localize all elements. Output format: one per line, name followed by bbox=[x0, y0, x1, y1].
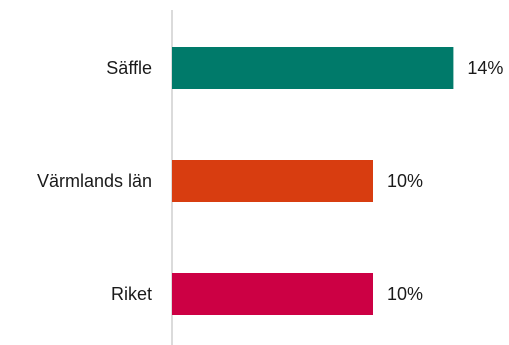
bar-varmlands-lan bbox=[172, 160, 373, 202]
bar-riket bbox=[172, 273, 373, 315]
bar-saffle bbox=[172, 47, 454, 89]
value-label-riket: 10% bbox=[387, 284, 423, 304]
value-label-saffle: 14% bbox=[467, 58, 503, 78]
bars-group: Säffle 14% Värmlands län 10% Riket 10% bbox=[37, 47, 503, 315]
category-label-varmlands-lan: Värmlands län bbox=[37, 171, 152, 191]
category-label-riket: Riket bbox=[111, 284, 152, 304]
category-label-saffle: Säffle bbox=[106, 58, 152, 78]
value-label-varmlands-lan: 10% bbox=[387, 171, 423, 191]
